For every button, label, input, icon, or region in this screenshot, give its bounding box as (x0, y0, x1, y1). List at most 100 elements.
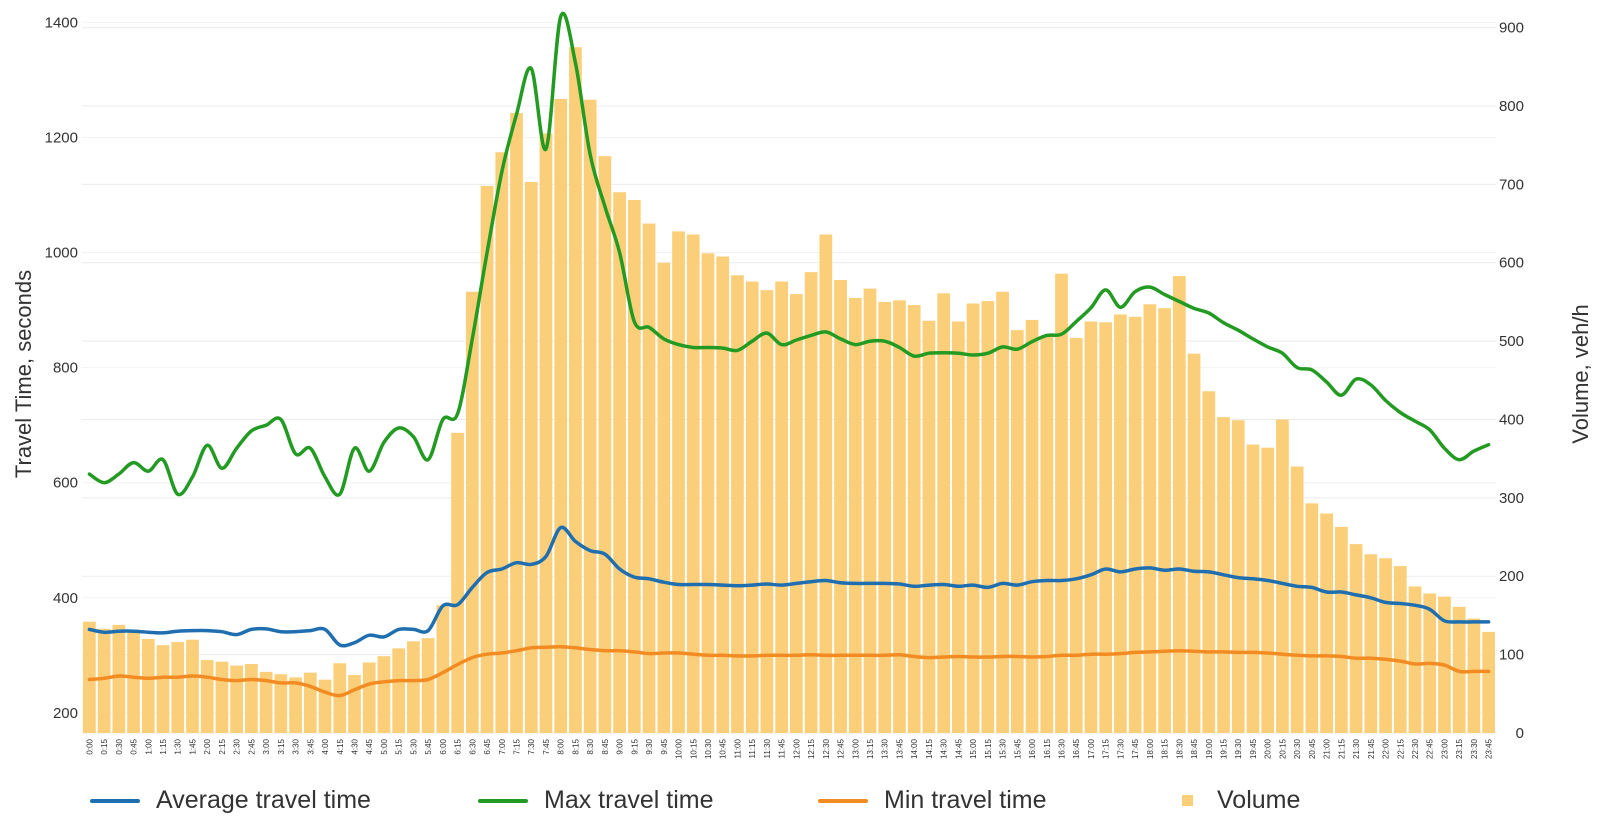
x-tick-label: 16:45 (1072, 738, 1081, 759)
x-tick-label: 10:30 (704, 738, 713, 759)
x-tick-label: 3:30 (292, 738, 301, 754)
x-tick-label: 1:00 (144, 738, 153, 754)
x-tick-label: 5:00 (380, 738, 389, 754)
x-tick-label: 2:45 (247, 738, 256, 754)
x-tick-label: 3:45 (306, 738, 315, 754)
average-travel-time-line (87, 525, 1491, 648)
volume-bar (1408, 586, 1422, 733)
volume-bar (480, 185, 494, 733)
volume-bar (112, 624, 126, 733)
x-tick-label: 11:45 (778, 738, 787, 758)
volume-bar (1305, 503, 1319, 733)
x-tick-label: 11:30 (763, 738, 772, 758)
legend-item-max[interactable]: Max travel time (478, 786, 713, 815)
volume-bar (318, 679, 332, 733)
x-tick-label: 17:00 (1087, 738, 1096, 759)
x-tick-label: 19:45 (1249, 738, 1258, 759)
x-tick-label: 4:45 (365, 738, 374, 754)
right-tick-label: 700 (1499, 176, 1524, 193)
x-axis-ticks: 0:00 0:15 0:30 0:45 1:00 1:15 1:30 1:45 2:00 2:15… (85, 738, 1493, 759)
x-tick-label: 15:30 (999, 738, 1008, 759)
right-tick-label: 100 (1499, 647, 1524, 664)
volume-bar (171, 642, 185, 733)
volume-bar (230, 665, 244, 733)
volume-bar (1290, 466, 1304, 733)
volume-bar (1349, 544, 1363, 733)
volume-bar (760, 290, 774, 733)
volume-bar (701, 253, 715, 733)
travel-time-lines (87, 11, 1491, 698)
volume-bar (627, 200, 641, 733)
volume-bar (642, 223, 656, 734)
volume-bar (1482, 631, 1495, 733)
left-tick-label: 600 (53, 475, 78, 492)
gridlines (82, 21, 1496, 734)
x-tick-label: 1:30 (174, 738, 183, 754)
volume-bar (819, 234, 833, 733)
volume-bar (1172, 276, 1186, 733)
x-tick-label: 16:00 (1028, 738, 1037, 759)
volume-bar (613, 192, 626, 733)
volume-bar (1010, 330, 1024, 733)
x-tick-label: 15:15 (984, 738, 993, 759)
x-tick-label: 18:30 (1175, 738, 1184, 759)
left-tick-label: 1400 (45, 14, 78, 31)
x-tick-label: 7:30 (527, 738, 536, 754)
x-tick-label: 16:30 (1057, 738, 1066, 759)
volume-bar (524, 182, 538, 733)
volume-bar (377, 656, 391, 733)
x-tick-label: 21:00 (1323, 738, 1332, 759)
volume-bar (1143, 304, 1157, 733)
legend-item-volume[interactable]: Volume (1160, 786, 1300, 815)
volume-bar (1128, 316, 1142, 733)
x-tick-label: 18:15 (1161, 738, 1170, 759)
volume-bar (1202, 391, 1216, 733)
x-tick-label: 23:15 (1455, 738, 1464, 759)
volume-bar (1114, 314, 1127, 733)
x-tick-label: 12:15 (807, 738, 816, 759)
volume-bar (1069, 337, 1083, 733)
legend-swatch-min (818, 798, 868, 803)
x-tick-label: 13:00 (851, 738, 860, 759)
x-tick-label: 14:45 (954, 738, 963, 759)
right-tick-label: 800 (1499, 98, 1524, 115)
x-tick-label: 10:45 (719, 738, 728, 759)
x-tick-label: 7:45 (542, 738, 551, 754)
volume-bar (1246, 444, 1260, 733)
right-tick-label: 300 (1499, 490, 1524, 507)
left-tick-label: 400 (53, 590, 78, 607)
x-tick-label: 6:45 (483, 738, 492, 754)
x-tick-label: 13:30 (881, 738, 890, 759)
volume-bar (1379, 558, 1392, 733)
x-tick-label: 14:00 (910, 738, 919, 759)
x-tick-label: 6:00 (439, 738, 448, 754)
x-tick-label: 18:00 (1146, 738, 1155, 759)
x-tick-label: 17:30 (1116, 738, 1125, 759)
x-tick-label: 5:45 (424, 738, 433, 754)
x-tick-label: 10:00 (675, 738, 684, 759)
right-tick-label: 900 (1499, 20, 1524, 37)
x-tick-label: 15:00 (969, 738, 978, 759)
x-tick-label: 18:45 (1190, 738, 1199, 759)
legend-item-average[interactable]: Average travel time (90, 786, 371, 815)
volume-bar (569, 47, 582, 733)
volume-bar (259, 671, 273, 733)
volume-bar (554, 98, 568, 733)
x-tick-label: 12:45 (837, 738, 846, 759)
x-tick-label: 0:45 (130, 738, 139, 754)
volume-bar (686, 234, 700, 733)
max-travel-time-line (87, 11, 1491, 497)
volume-bar (937, 293, 951, 733)
legend-item-min[interactable]: Min travel time (818, 786, 1047, 815)
x-tick-label: 2:15 (218, 738, 227, 754)
volume-bar (539, 133, 553, 734)
x-tick-label: 2:30 (233, 738, 242, 754)
volume-bar (1084, 321, 1098, 733)
x-tick-label: 13:45 (895, 738, 904, 759)
volume-bar (790, 294, 803, 733)
volume-bar (583, 99, 597, 734)
volume-bar (745, 281, 759, 733)
volume-bar (1276, 419, 1289, 733)
x-tick-label: 0:30 (115, 738, 124, 754)
x-tick-label: 13:15 (866, 738, 875, 759)
